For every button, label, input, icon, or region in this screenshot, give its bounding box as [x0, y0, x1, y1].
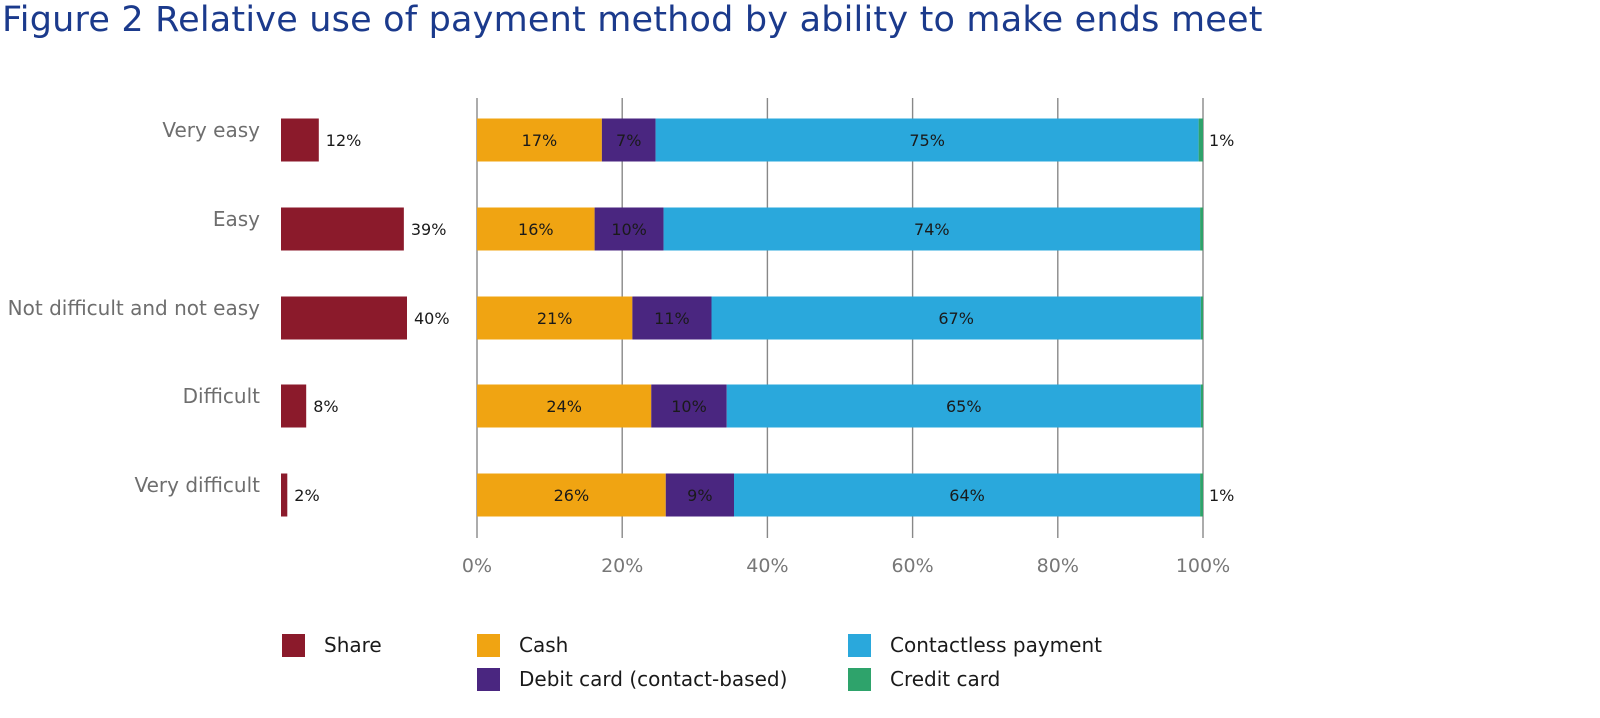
segment-label-credit: 1%: [1209, 131, 1234, 150]
share-value-label: 39%: [411, 220, 447, 239]
segment-contactless: [726, 384, 1201, 428]
segment-label-debit: 10%: [611, 220, 647, 239]
segment-debit: [632, 296, 712, 340]
category-label: Difficult: [183, 384, 261, 408]
segment-cash: [477, 296, 633, 340]
share-bar: [281, 296, 407, 340]
segment-credit: [1200, 473, 1203, 517]
segment-contactless: [663, 207, 1201, 251]
segment-debit: [651, 384, 727, 428]
x-tick-label: 100%: [1176, 555, 1230, 577]
legend-item-credit: Credit card: [848, 667, 1000, 691]
share-value-label: 8%: [313, 397, 338, 416]
x-tick-label: 20%: [601, 555, 643, 577]
category-label: Very easy: [162, 118, 260, 142]
share-bar: [281, 207, 404, 251]
x-tick-label: 40%: [746, 555, 788, 577]
segment-cash: [477, 473, 666, 517]
x-tick-label: 0%: [462, 555, 492, 577]
legend-label-share: Share: [324, 633, 382, 657]
segment-label-contactless: 67%: [938, 309, 974, 328]
share-value-label: 2%: [294, 486, 319, 505]
category-label: Not difficult and not easy: [8, 296, 260, 320]
legend-label-cash: Cash: [519, 633, 569, 657]
legend-swatch-cash: [477, 633, 500, 657]
segment-label-cash: 26%: [554, 486, 590, 505]
legend-item-cash: Cash: [477, 633, 568, 657]
segment-label-cash: 16%: [518, 220, 554, 239]
segment-credit: [1200, 384, 1203, 428]
segment-label-contactless: 65%: [946, 397, 982, 416]
segment-debit: [601, 118, 656, 162]
segment-credit: [1198, 118, 1203, 162]
legend-label-contactless: Contactless payment: [890, 633, 1102, 657]
share-value-label: 40%: [414, 309, 450, 328]
segment-label-cash: 17%: [522, 131, 558, 150]
legend-swatch-share: [282, 633, 305, 657]
legend-swatch-debit: [477, 667, 500, 691]
share-value-label: 12%: [326, 131, 362, 150]
chart-title: Figure 2 Relative use of payment method …: [2, 0, 1263, 40]
segment-label-debit: 11%: [654, 309, 690, 328]
legend-swatch-contactless: [848, 633, 871, 657]
segment-label-contactless: 75%: [909, 131, 945, 150]
share-bar: [281, 384, 307, 428]
legend-label-credit: Credit card: [890, 667, 1001, 691]
legend-swatch-credit: [848, 667, 871, 691]
segment-contactless: [711, 296, 1201, 340]
segment-label-debit: 10%: [671, 397, 707, 416]
legend-item-contactless: Contactless payment: [848, 633, 1102, 657]
share-bar: [281, 118, 319, 162]
segment-debit: [665, 473, 735, 517]
legend-item-debit: Debit card (contact-based): [477, 667, 787, 691]
segment-label-contactless: 64%: [949, 486, 985, 505]
x-tick-label: 60%: [891, 555, 933, 577]
segment-cash: [477, 207, 595, 251]
segment-label-credit: 1%: [1209, 486, 1234, 505]
category-label: Very difficult: [134, 473, 260, 497]
segment-credit: [1200, 207, 1203, 251]
segment-contactless: [734, 473, 1201, 517]
segment-cash: [477, 118, 602, 162]
share-bar: [281, 473, 288, 517]
legend-label-debit: Debit card (contact-based): [519, 667, 788, 691]
segment-cash: [477, 384, 652, 428]
segment-credit: [1200, 296, 1203, 340]
x-tick-label: 80%: [1037, 555, 1079, 577]
category-label: Easy: [213, 207, 260, 231]
segment-label-contactless: 74%: [914, 220, 950, 239]
segment-label-debit: 7%: [616, 131, 641, 150]
segment-label-cash: 24%: [546, 397, 582, 416]
segment-debit: [594, 207, 664, 251]
segment-contactless: [655, 118, 1199, 162]
segment-label-cash: 21%: [537, 309, 573, 328]
legend-item-share: Share: [282, 633, 382, 657]
segment-label-debit: 9%: [687, 486, 712, 505]
